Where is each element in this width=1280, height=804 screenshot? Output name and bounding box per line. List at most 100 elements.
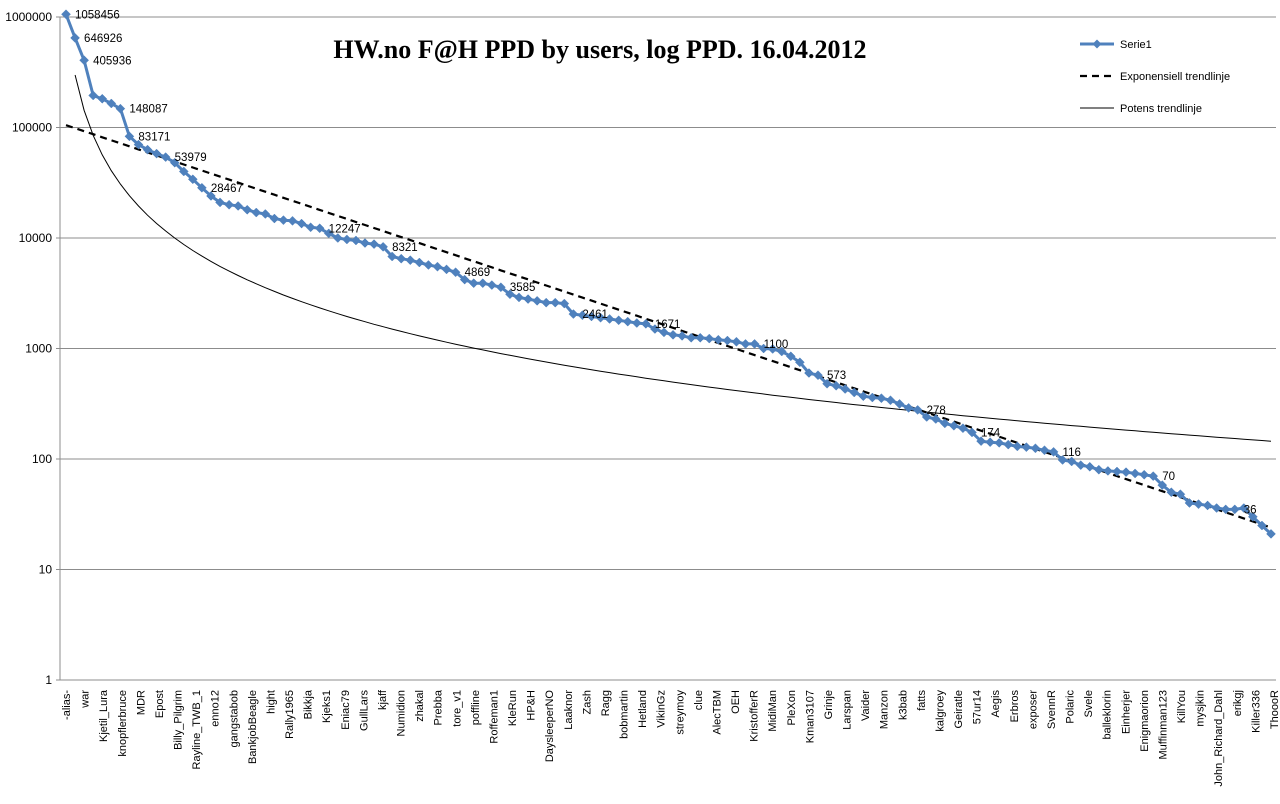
x-tick-label: Rayline_TWB_1 [191,690,203,769]
serie1-point [523,294,533,304]
x-tick-label: MidiMan [767,690,779,732]
serie1-point [559,298,570,309]
x-tick-label: KristofferR [749,690,761,742]
serie1-point [468,278,479,289]
serie1-point [767,344,778,354]
serie1-point [985,437,995,448]
serie1-point [722,335,733,346]
serie1-point [296,218,307,229]
serie1-point [849,387,860,398]
x-tick-label: poffline [470,690,482,725]
serie1-point [885,395,896,406]
serie1-point [813,370,823,381]
serie1-point [1139,469,1150,480]
x-tick-label: GullLars [358,690,370,731]
serie1-point [1175,489,1186,500]
serie1-point [840,384,851,394]
serie1-point [342,234,352,245]
serie1-point [894,399,905,409]
serie1-point [441,264,452,275]
data-label: 1100 [764,339,789,351]
serie1-point [224,199,234,210]
serie1-point [514,292,524,303]
data-label: 1671 [655,319,681,331]
legend-entry-label: Serie1 [1120,39,1152,51]
serie1-point [477,278,488,289]
serie1-point [939,418,950,429]
x-tick-label: Roffeman1 [488,690,500,744]
serie1-point [858,391,869,402]
serie1-point [106,98,117,109]
serie1-point [731,336,742,347]
serie1-point [659,327,669,338]
serie1-point [1094,464,1104,475]
serie1-point [1229,504,1240,515]
x-tick-label: gangstabob [228,690,240,748]
serie1-point [867,392,878,403]
serie1-point [459,274,470,285]
serie1-point [305,222,316,233]
serie1-point [1193,499,1204,510]
x-tick-label: Enigmaorion [1139,690,1151,752]
x-tick-label: war [80,690,92,709]
serie1-point [351,235,361,246]
data-label: 4869 [465,267,491,279]
serie1-point [486,280,497,290]
x-tick-label: Bikkja [303,689,315,719]
serie1-point [831,380,841,391]
x-tick-label: DaysleeperNO [544,690,556,763]
serie1-point [1112,466,1122,477]
serie1-point [785,351,796,362]
x-tick-label: John_Richard_Dahl [1213,690,1225,787]
y-tick-label: 1000000 [5,10,52,24]
x-tick-label: clue [693,690,705,710]
serie1-point [949,420,959,431]
x-tick-label: Killer336 [1250,690,1262,733]
data-label: 8321 [392,242,418,254]
series-serie1 [61,9,1276,539]
serie1-point [215,197,225,208]
serie1-point [595,312,606,323]
axes [56,16,1276,681]
x-tick-label: ThoooR [1269,690,1280,729]
serie1-point [450,267,461,278]
serie1-point [1248,511,1258,522]
x-tick-label: fatts [916,690,928,711]
y-tick-label: 10 [39,563,53,577]
x-tick-label: mysjkin [1195,690,1207,727]
serie1-point [740,339,751,349]
serie1-point [169,157,180,168]
data-label: 12247 [329,223,361,235]
x-tick-label: bobmartin [619,690,631,739]
serie1-point [1148,471,1159,481]
x-tick-label: HP&H [526,690,538,721]
serie1-point [550,297,561,308]
serie1-point [1257,520,1267,531]
serie1-point [677,331,687,341]
serie1-point [88,90,99,101]
serie1-point [994,437,1005,448]
serie1-point [1220,504,1231,515]
x-tick-label: Svele [1083,690,1095,718]
serie1-point [1057,455,1068,465]
x-tick-label: Laaknor [563,690,575,730]
data-labels: 1058456 646926 405936 148087 83171 53979 28467… [75,9,1257,516]
serie1-point [1103,466,1113,476]
serie1-point [233,201,243,211]
legend-entry-label: Potens trendlinje [1120,103,1202,115]
x-tick-label: Ragg [600,690,612,716]
serie1-point [206,191,216,201]
x-tick-label: Grinje [823,690,835,719]
serie1-point [577,310,588,321]
x-tick-label: balleklorin [1102,690,1114,740]
serie1-point [541,297,552,308]
x-tick-label: tore_v1 [451,690,463,727]
x-tick-label: Eniac79 [340,690,352,730]
y-tick-labels: 1 10 100 1000 10000 100000 1000000 [5,10,52,687]
x-tick-label: Aegis [990,690,1002,718]
y-tick-label: 10000 [19,231,53,245]
power-trendline [74,74,1272,442]
serie1-point [640,319,651,329]
serie1-point [178,166,189,177]
